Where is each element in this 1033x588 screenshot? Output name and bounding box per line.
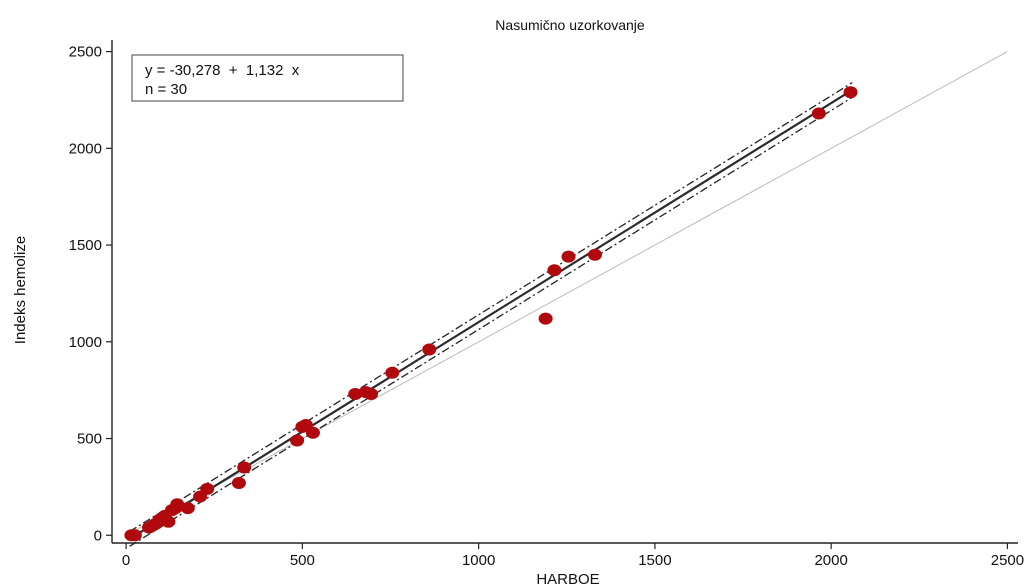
x-tick-label: 1000	[462, 552, 495, 569]
legend: y = -30,278 + 1,132 x n = 30	[131, 54, 404, 102]
data-point	[364, 388, 379, 401]
y-tick-label: 1500	[69, 237, 102, 254]
data-point	[547, 264, 562, 277]
y-tick-label: 2500	[69, 44, 102, 61]
lower-confidence-line	[129, 96, 853, 547]
data-point	[161, 515, 176, 528]
data-point	[422, 343, 437, 356]
data-point	[170, 498, 185, 511]
data-point	[348, 388, 363, 401]
chart-title: Nasumično uzorkovanje	[495, 17, 645, 33]
x-tick-label: 0	[122, 552, 130, 569]
y-tick-label: 2000	[69, 140, 102, 157]
data-point	[811, 107, 826, 120]
data-point	[385, 366, 400, 379]
data-point	[231, 477, 246, 490]
plot-area	[124, 51, 1008, 547]
data-point	[127, 529, 142, 542]
identity-line	[125, 51, 1008, 536]
legend-equation: y = -30,278 + 1,132 x	[145, 62, 300, 79]
upper-confidence-line	[129, 82, 853, 533]
data-point	[561, 250, 576, 263]
y-tick-label: 0	[94, 527, 102, 544]
data-point	[200, 482, 215, 495]
x-tick-label: 2500	[991, 552, 1024, 569]
x-axis-title: HARBOE	[536, 571, 599, 588]
data-point	[237, 461, 252, 474]
data-point	[538, 312, 553, 325]
data-point	[290, 434, 305, 447]
x-tick-label: 2000	[814, 552, 847, 569]
x-tick-label: 1500	[638, 552, 671, 569]
regression-line	[129, 89, 853, 540]
data-point	[180, 502, 195, 515]
legend-n: n = 30	[145, 81, 187, 98]
legend-box	[131, 54, 404, 102]
y-tick-label: 1000	[69, 334, 102, 351]
data-point	[305, 426, 320, 439]
axes: 0 500 1000 1500 2000 2500 0 500 1000 1500 2000 2500	[69, 40, 1024, 569]
x-tick-label: 500	[290, 552, 315, 569]
y-axis-title: Indeks hemolize	[12, 236, 29, 344]
y-tick-label: 500	[77, 431, 102, 448]
data-point	[587, 248, 602, 261]
data-point	[843, 86, 858, 99]
